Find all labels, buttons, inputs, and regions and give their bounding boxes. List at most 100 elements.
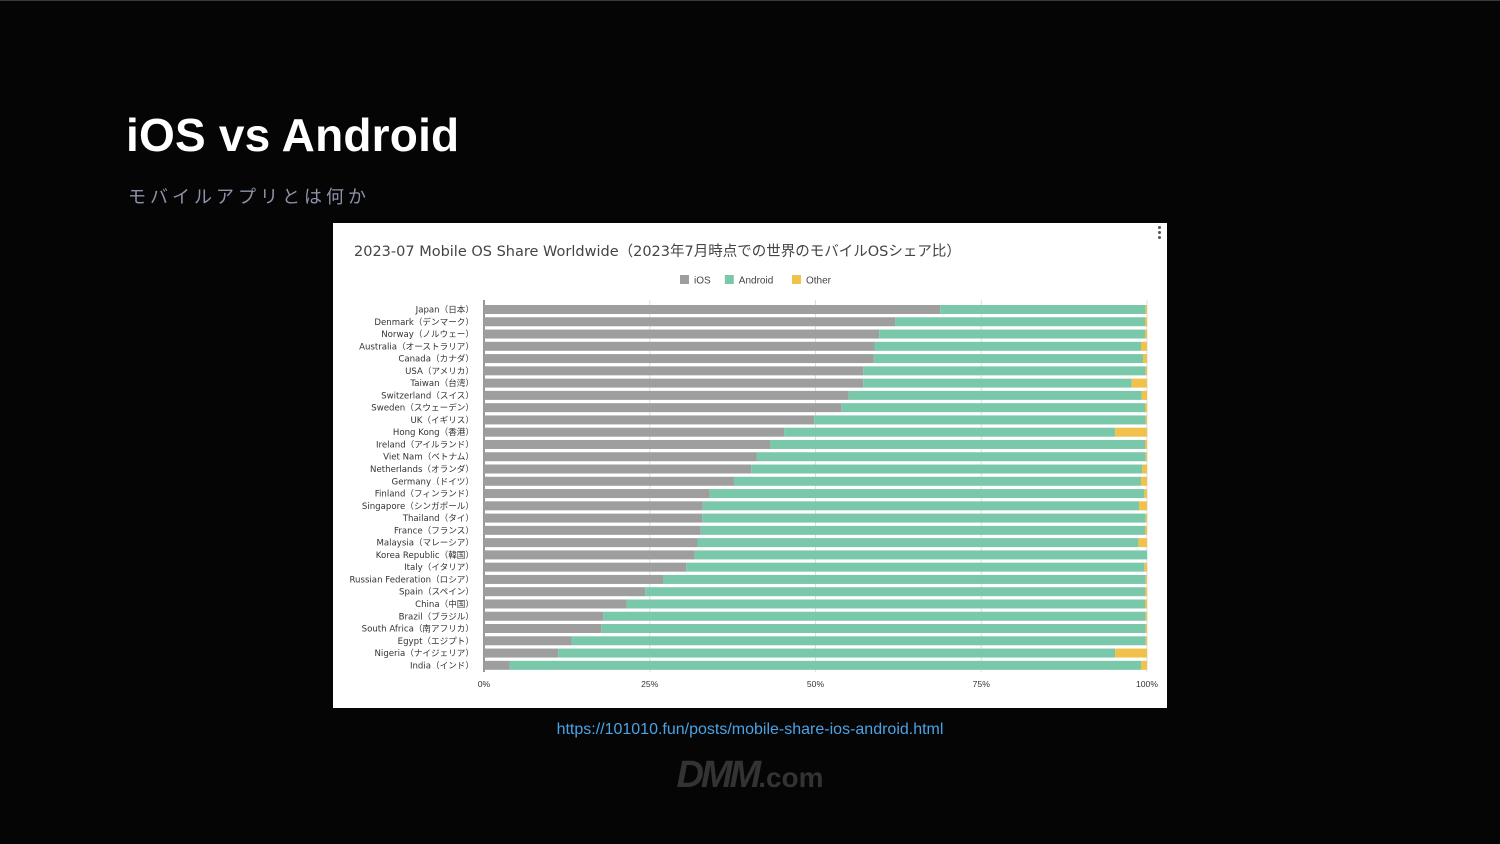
category-label: Australia（オーストラリア） bbox=[359, 341, 474, 352]
category-label: Ireland（アイルランド） bbox=[376, 439, 474, 450]
bar-android bbox=[645, 587, 1146, 597]
bar-other bbox=[1145, 305, 1147, 314]
bar-other bbox=[1144, 489, 1147, 499]
source-link[interactable]: https://101010.fun/posts/mobile-share-io… bbox=[556, 721, 944, 738]
bar-android bbox=[756, 452, 1146, 462]
category-label: Japan（日本） bbox=[415, 304, 474, 316]
bar-ios bbox=[484, 525, 701, 535]
bar-other bbox=[1141, 476, 1147, 486]
category-label: UK（イギリス） bbox=[411, 415, 475, 426]
bar-ios bbox=[484, 624, 602, 634]
bar-android bbox=[873, 354, 1144, 364]
bar-ios bbox=[484, 390, 849, 400]
category-label: South Africa（南アフリカ） bbox=[362, 623, 474, 635]
dmm-logo: DMM.com bbox=[0, 754, 1500, 797]
bar-android bbox=[601, 624, 1146, 634]
x-tick-label: 0% bbox=[478, 679, 491, 689]
bar-ios bbox=[484, 489, 710, 499]
bar-ios bbox=[484, 439, 771, 449]
bar-android bbox=[863, 366, 1146, 376]
bar-android bbox=[874, 341, 1142, 351]
bar-ios bbox=[484, 366, 864, 376]
bar-ios bbox=[484, 636, 572, 646]
bar-ios bbox=[484, 464, 752, 474]
bar-android bbox=[558, 648, 1116, 658]
legend-label-android: Android bbox=[739, 276, 773, 287]
x-tick-label: 100% bbox=[1136, 679, 1158, 689]
bar-other bbox=[1145, 415, 1147, 425]
bar-android bbox=[702, 513, 1146, 523]
bar-ios bbox=[484, 538, 698, 548]
chart-bars bbox=[484, 305, 1147, 670]
logo-brand: DMM bbox=[676, 754, 761, 796]
category-label: Singapore（シンガポール） bbox=[362, 501, 474, 512]
bar-other bbox=[1115, 648, 1147, 658]
bar-android bbox=[694, 550, 1147, 560]
bar-android bbox=[686, 562, 1145, 572]
bar-other bbox=[1145, 587, 1147, 597]
bar-ios bbox=[484, 476, 734, 486]
bar-android bbox=[770, 439, 1146, 449]
bar-ios bbox=[484, 305, 941, 314]
bar-ios bbox=[484, 648, 559, 658]
bar-ios bbox=[484, 317, 896, 327]
category-label: Russian Federation（ロシア） bbox=[349, 574, 474, 585]
category-label: Denmark（デンマーク） bbox=[374, 316, 474, 328]
chart-category-labels: Japan（日本）Denmark（デンマーク）Norway（ノルウェー）Aust… bbox=[349, 304, 474, 672]
bar-ios bbox=[484, 452, 757, 462]
category-label: Spain（スペイン） bbox=[399, 587, 474, 598]
category-label: Korea Republic（韓国） bbox=[376, 550, 474, 561]
category-label: Netherlands（オランダ） bbox=[370, 463, 474, 475]
bar-ios bbox=[484, 501, 703, 511]
bar-other bbox=[1145, 403, 1147, 413]
bar-other bbox=[1145, 525, 1147, 535]
bar-other bbox=[1145, 439, 1147, 449]
category-label: Italy（イタリア） bbox=[404, 562, 474, 573]
bar-other bbox=[1145, 366, 1147, 376]
category-label: Germany（ドイツ） bbox=[392, 476, 474, 487]
category-label: Thailand（タイ） bbox=[402, 513, 474, 524]
bar-ios bbox=[484, 341, 875, 351]
bar-ios bbox=[484, 403, 842, 413]
bar-other bbox=[1141, 390, 1147, 400]
bar-android bbox=[863, 378, 1132, 388]
x-tick-label: 75% bbox=[973, 679, 991, 689]
category-label: Brazil（ブラジル） bbox=[399, 610, 474, 622]
os-share-chart: 2023-07 Mobile OS Share Worldwide（2023年7… bbox=[349, 243, 1159, 689]
legend-swatch-ios bbox=[680, 275, 689, 284]
bar-ios bbox=[484, 513, 703, 523]
category-label: Finland（フィンランド） bbox=[375, 489, 474, 500]
chart-card: 2023-07 Mobile OS Share Worldwide（2023年7… bbox=[333, 223, 1167, 708]
bar-other bbox=[1115, 427, 1147, 437]
bar-ios bbox=[484, 415, 815, 425]
category-label: China（中国） bbox=[415, 598, 474, 610]
bar-android bbox=[700, 525, 1146, 535]
category-label: Malaysia（マレーシア） bbox=[376, 538, 474, 549]
bar-ios bbox=[484, 574, 664, 584]
bar-other bbox=[1131, 378, 1147, 388]
bar-other bbox=[1145, 636, 1147, 646]
bar-android bbox=[841, 403, 1146, 413]
bar-android bbox=[940, 305, 1146, 314]
bar-other bbox=[1144, 562, 1147, 572]
chart-x-ticks: 0% 25% 50% 75% 100% bbox=[478, 679, 1159, 689]
category-label: Nigeria（ナイジェリア） bbox=[375, 648, 475, 659]
bar-android bbox=[784, 427, 1116, 437]
bar-other bbox=[1145, 513, 1147, 523]
legend-swatch-android bbox=[724, 275, 734, 284]
bar-other bbox=[1141, 341, 1147, 351]
bar-other bbox=[1138, 538, 1147, 548]
bar-other bbox=[1145, 329, 1147, 339]
bar-android bbox=[509, 660, 1142, 670]
slide-subtitle: モバイルアプリとは何か bbox=[128, 187, 370, 208]
bar-android bbox=[879, 329, 1146, 339]
bar-other bbox=[1145, 574, 1147, 584]
category-label: Canada（カナダ） bbox=[398, 353, 474, 365]
bar-android bbox=[663, 574, 1146, 584]
bar-ios bbox=[484, 329, 880, 339]
more-options-icon[interactable] bbox=[1155, 225, 1163, 241]
top-divider bbox=[0, 0, 1500, 1]
bar-android bbox=[709, 489, 1145, 499]
bar-android bbox=[571, 636, 1146, 646]
chart-legend: iOS Android Other bbox=[680, 275, 832, 287]
